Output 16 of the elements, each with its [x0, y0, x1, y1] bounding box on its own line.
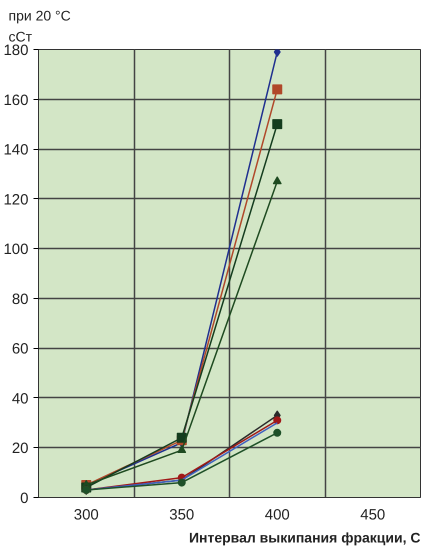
- x-tick-label: 300: [74, 506, 99, 524]
- y-tick-label: 80: [12, 290, 29, 308]
- y-tick-label: 20: [12, 440, 29, 458]
- y-tick-label: 120: [3, 191, 29, 208]
- y-tick-label: 100: [3, 241, 29, 258]
- y-tick-label: 180: [3, 42, 29, 59]
- y-tick-label: 140: [3, 142, 29, 159]
- y-tick-label: 0: [20, 490, 28, 507]
- y-tick-label: 40: [12, 390, 29, 408]
- x-tick-label: 350: [169, 506, 194, 524]
- y-tick-label: 160: [3, 92, 29, 109]
- x-tick-label: 400: [264, 506, 290, 524]
- x-tick-label: 450: [360, 506, 386, 524]
- x-axis-title: Интервал выкипания фракции, С: [188, 530, 420, 546]
- y-tick-label: 60: [12, 340, 29, 358]
- y-axis-title: при 20 °C сСт: [8, 8, 71, 44]
